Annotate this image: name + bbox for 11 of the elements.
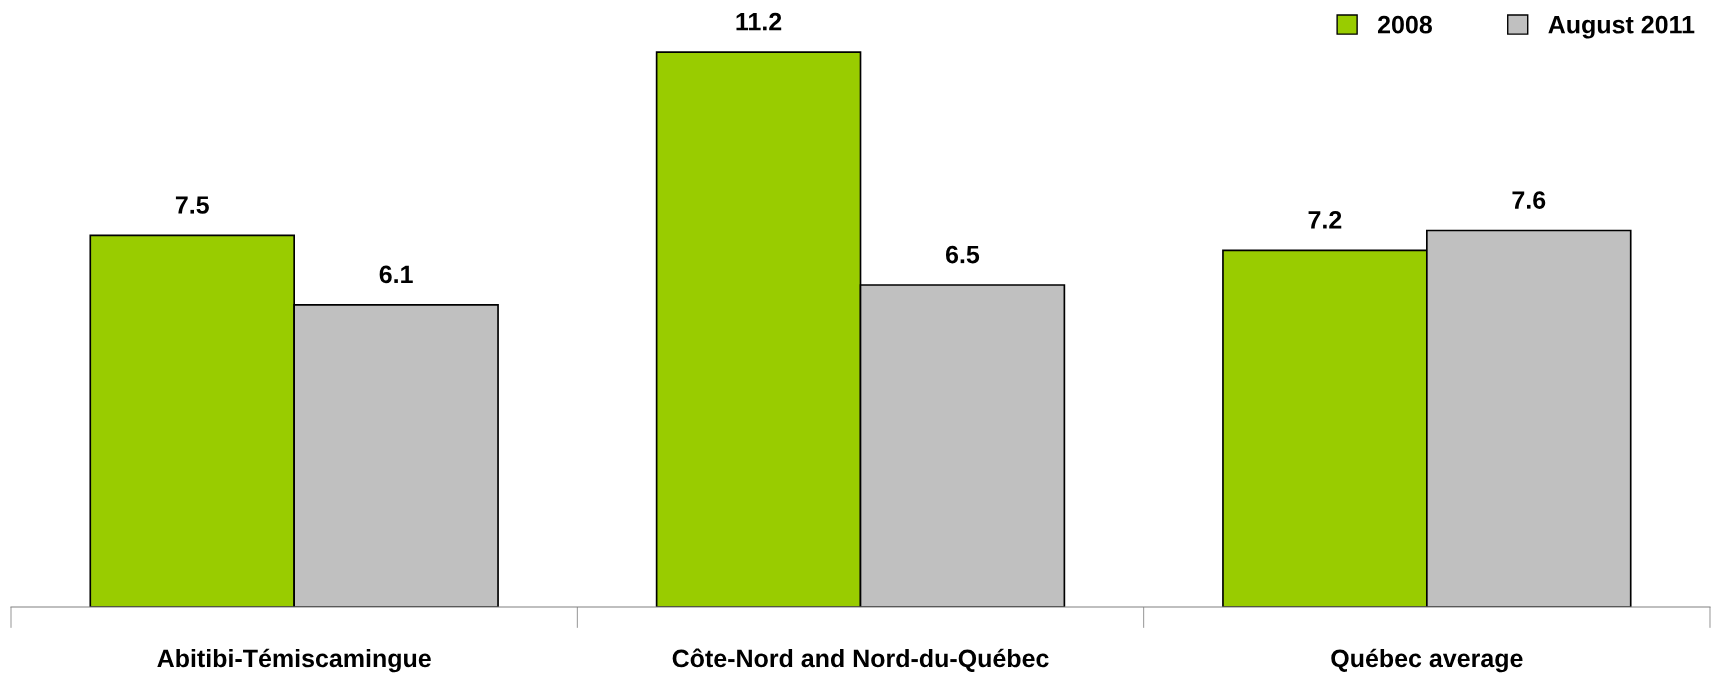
legend-label: August 2011	[1548, 15, 1695, 39]
data-label: 11.2	[736, 12, 782, 31]
data-label: 6.5	[945, 245, 980, 264]
x-tick-label: Québec average	[1331, 648, 1523, 673]
x-tick-label: Abitibi-Témiscamingue	[157, 648, 431, 673]
data-label: 7.5	[175, 196, 209, 214]
data-label: 6.1	[379, 265, 413, 284]
data-label: 7.2	[1308, 211, 1342, 229]
data-label: 7.6	[1512, 191, 1546, 209]
legend-label: 2008	[1377, 15, 1432, 34]
x-tick-label: Côte-Nord and Nord-du-Québec	[672, 648, 1049, 672]
